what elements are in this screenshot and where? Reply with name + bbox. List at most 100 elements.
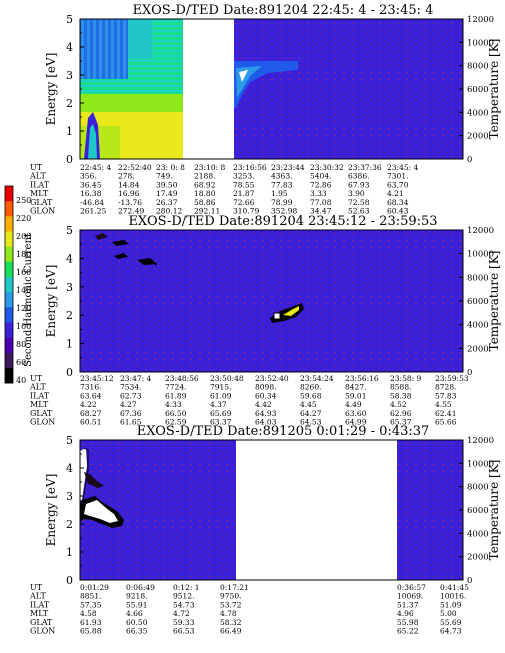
colorbar-ticks: 40 60 80 100 120 140 160 180 200 220 250 — [16, 196, 31, 385]
y2-tick-label: 8000 — [467, 273, 489, 283]
panel-2-aux-table: UT 23:45:12 23:47: 4 23:48:56 23:50:48 23:52:… — [29, 374, 469, 427]
y2-tick-label: 8000 — [467, 62, 489, 72]
y-tick-label: 3 — [66, 281, 73, 294]
aux-cell: 58.38 — [390, 391, 412, 400]
panel-2-features — [95, 233, 304, 323]
aux-cell: 66.53 — [173, 627, 195, 636]
aux-cell: 68.27 — [80, 409, 102, 418]
aux-row-label: ILAT — [30, 391, 50, 400]
colorbar-label: Second Harmonic Current — [23, 233, 34, 367]
aux-cell: 23:47: 4 — [120, 374, 152, 383]
colorbar-tick-label: 100 — [16, 322, 31, 331]
aux-cell: 63.37 — [210, 418, 232, 427]
panel-3: EXOS-D/TED Date:891205 0:01:29 - 0:43:37… — [29, 424, 501, 636]
colorbar-swatch — [5, 201, 13, 217]
y2-tick-label: 12000 — [467, 436, 494, 446]
aux-cell: 66.49 — [220, 627, 242, 636]
aux-cell: 0:17:21 — [220, 583, 249, 592]
aux-row-label: UT — [30, 583, 43, 592]
panel-1-y-ticks: 0 1 2 3 4 5 — [66, 13, 84, 166]
aux-cell: 749. — [156, 172, 173, 181]
aux-cell: 59.01 — [345, 391, 366, 400]
panel-3-y2label: Temperature [K] — [487, 460, 501, 561]
panel-2-y2label: Temperature [K] — [487, 251, 501, 352]
colorbar-tick-label: 160 — [16, 268, 31, 277]
y-tick-label: 4 — [66, 252, 73, 265]
aux-cell: 23: 0: 8 — [156, 163, 185, 172]
colorbar-tick-label: 40 — [16, 376, 26, 385]
colorbar: 40 60 80 100 120 140 160 180 200 220 250 Second Ha… — [4, 185, 34, 385]
aux-cell: 4.33 — [165, 400, 182, 409]
aux-cell: 66.50 — [165, 409, 187, 418]
aux-cell: 62.59 — [165, 418, 187, 427]
aux-cell: 23:56:16 — [345, 374, 379, 383]
aux-cell: 9218. — [126, 592, 147, 601]
panel-1-data-block-left — [80, 19, 183, 159]
aux-cell: 62.41 — [435, 409, 456, 418]
colorbar-tick-label: 220 — [16, 214, 31, 223]
y2-tick-label: 12000 — [467, 226, 494, 236]
aux-cell: -13.76 — [118, 198, 142, 207]
colorbar-swatch — [5, 322, 13, 339]
aux-cell: 23:50:48 — [210, 374, 244, 383]
y-tick-label: 4 — [66, 41, 73, 54]
aux-cell: 1.95 — [271, 189, 288, 198]
aux-cell: 26.37 — [156, 198, 178, 207]
y2-tick-label: 8000 — [467, 483, 489, 493]
aux-cell: 55.91 — [126, 600, 147, 609]
y2-tick-label: 2000 — [467, 132, 489, 142]
aux-cell: 22:52:40 — [118, 163, 152, 172]
aux-cell: 68.92 — [194, 180, 216, 189]
aux-cell: 58.86 — [194, 198, 216, 207]
panel-1-aux-table: UT 22:45: 4 22:52:40 23: 0: 8 23:10: 8 23:16:… — [29, 163, 419, 216]
aux-cell: 78.99 — [271, 198, 293, 207]
aux-cell: 4.27 — [120, 400, 137, 409]
aux-cell: 7301. — [387, 172, 408, 181]
aux-cell: 18.80 — [194, 189, 216, 198]
aux-cell: 23:16:56 — [233, 163, 267, 172]
aux-row-label: MLT — [30, 609, 49, 618]
y2-tick-label: 6000 — [467, 297, 489, 307]
aux-cell: 61.93 — [80, 618, 102, 627]
colorbar-swatch — [5, 352, 13, 369]
aux-cell: 66.35 — [126, 627, 148, 636]
panel-3-title: EXOS-D/TED Date:891205 0:01:29 - 0:43:37 — [137, 424, 430, 439]
colorbar-tick-label: 140 — [16, 286, 31, 295]
aux-row-label: ALT — [29, 172, 46, 181]
aux-cell: 7316. — [80, 383, 101, 392]
aux-cell: 7724. — [165, 383, 186, 392]
aux-cell: 53.72 — [220, 600, 242, 609]
aux-cell: 55.69 — [440, 618, 462, 627]
aux-cell: 5404. — [310, 172, 331, 181]
aux-row-label: ALT — [29, 383, 46, 392]
colorbar-tick-label: 120 — [16, 304, 31, 313]
aux-cell: 4.49 — [345, 400, 362, 409]
aux-cell: 64.03 — [255, 418, 277, 427]
y-tick-label: 1 — [66, 546, 73, 559]
colorbar-swatch — [5, 261, 13, 278]
aux-cell: 278. — [118, 172, 135, 181]
aux-cell: 4.55 — [435, 400, 452, 409]
y-tick-label: 2 — [66, 97, 73, 110]
aux-cell: 21.87 — [233, 189, 255, 198]
aux-cell: 10016. — [440, 592, 466, 601]
colorbar-frame — [4, 185, 14, 384]
y2-tick-label: 4000 — [467, 321, 489, 331]
aux-cell: 39.50 — [156, 180, 178, 189]
aux-cell: 4.96 — [397, 609, 414, 618]
aux-row-label: GLON — [30, 627, 55, 636]
aux-cell: 6386. — [348, 172, 369, 181]
y-tick-label: 1 — [66, 125, 73, 138]
y-tick-label: 3 — [66, 69, 73, 82]
panel-2-y2-ticks: 0 2000 4000 6000 8000 10000 12000 — [459, 226, 494, 378]
aux-cell: 7534. — [120, 383, 141, 392]
y-tick-label: 0 — [66, 366, 73, 379]
colorbar-tick-label: 60 — [16, 358, 26, 367]
y2-tick-label: 12000 — [467, 15, 494, 25]
panel-1-data-block-right — [234, 19, 463, 159]
aux-cell: 9750. — [220, 592, 241, 601]
aux-cell: 64.93 — [255, 409, 277, 418]
panel-3-aux-table: UT 0:01:29 0:06:49 0:12: 1 0:17:21 0:36:57 0:4… — [29, 583, 469, 636]
aux-row-label: GLON — [30, 207, 55, 216]
